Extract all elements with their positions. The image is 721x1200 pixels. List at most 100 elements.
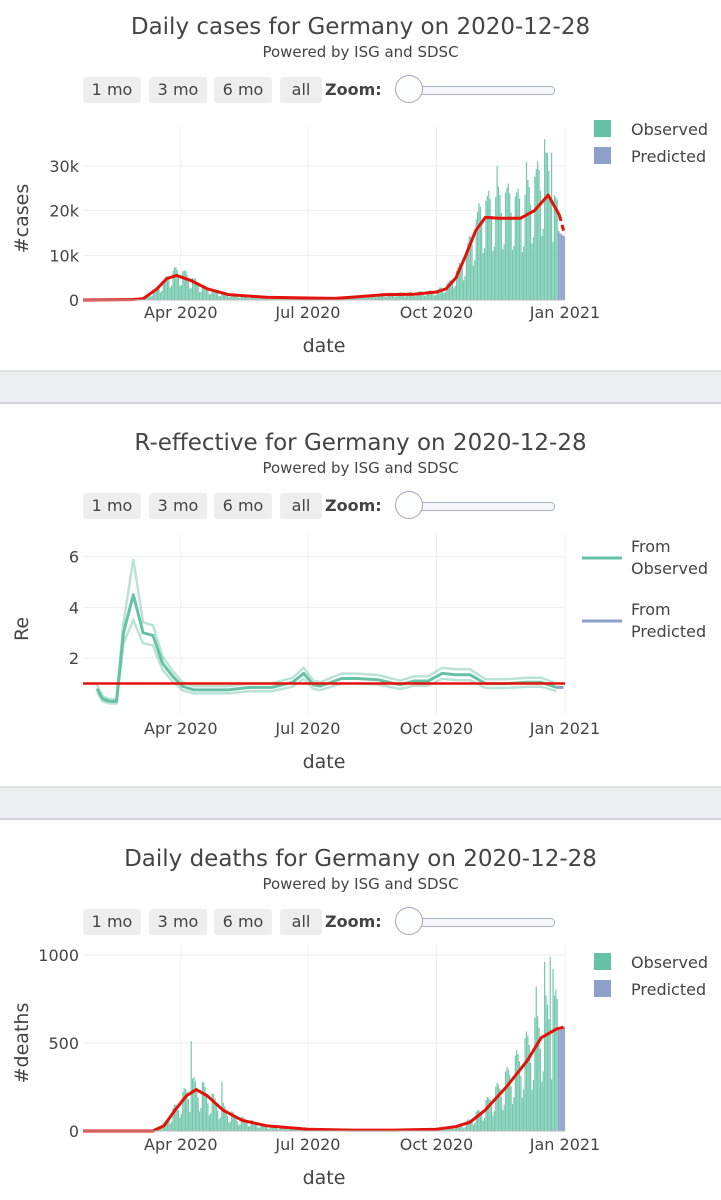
fit-line: [82, 193, 561, 302]
zoom-slider-handle[interactable]: [395, 75, 423, 103]
observed-bar: [405, 296, 407, 300]
observed-bar: [289, 1127, 291, 1131]
observed-bar: [511, 1103, 514, 1131]
observed-bar: [380, 293, 382, 300]
observed-bar: [469, 236, 472, 300]
observed-bar: [245, 295, 247, 300]
observed-bar: [161, 1127, 163, 1131]
observed-bar: [517, 1054, 519, 1131]
observed-bar: [433, 295, 435, 300]
range-button-6mo[interactable]: 6 mo: [214, 909, 272, 935]
y-axis-title: Re: [11, 617, 33, 641]
zoom-label: Zoom:: [325, 496, 382, 515]
x-tick-label: Jul 2020: [274, 719, 340, 738]
observed-bar: [197, 1097, 199, 1131]
observed-bar: [542, 1071, 544, 1131]
observed-bar: [250, 296, 252, 300]
cases-panel: Daily cases for Germany on 2020-12-28 Po…: [0, 0, 721, 370]
observed-bar: [467, 243, 469, 300]
observed-bar: [232, 1111, 234, 1131]
observed-bar: [538, 170, 540, 300]
observed-bar: [468, 236, 470, 300]
observed-bar: [296, 1129, 298, 1131]
series-line-observed: [95, 593, 558, 703]
observed-bar: [224, 293, 226, 300]
observed-bar: [235, 295, 237, 300]
observed-bar: [267, 1128, 269, 1131]
zoom-label: Zoom:: [325, 912, 382, 931]
observed-bar: [548, 1019, 550, 1131]
observed-bar: [443, 1129, 445, 1131]
observed-bar: [293, 1128, 296, 1131]
observed-bar: [298, 1129, 300, 1131]
observed-bar: [467, 1119, 469, 1131]
legend-label-predicted: From Predicted: [631, 600, 706, 641]
observed-bar: [451, 1127, 454, 1131]
observed-bar: [418, 291, 420, 300]
range-button-3mo[interactable]: 3 mo: [149, 493, 207, 519]
observed-bar: [201, 285, 203, 300]
zoom-slider-handle[interactable]: [395, 491, 423, 519]
reffective-panel: R-effective for Germany on 2020-12-28 Po…: [0, 404, 721, 786]
observed-bar: [222, 293, 224, 300]
observed-bar: [165, 1120, 167, 1131]
range-button-all[interactable]: all: [280, 493, 322, 519]
observed-bar: [549, 198, 551, 300]
observed-bar: [461, 267, 463, 300]
observed-bar: [497, 1084, 500, 1131]
observed-bar: [240, 1116, 243, 1131]
observed-bar: [151, 295, 153, 300]
observed-bar: [183, 270, 185, 300]
observed-bar: [513, 1097, 515, 1131]
observed-bar: [457, 266, 459, 300]
observed-bar: [278, 1128, 280, 1131]
observed-bar: [270, 297, 272, 300]
observed-bar: [355, 298, 357, 300]
range-button-all[interactable]: all: [280, 909, 322, 935]
observed-bar: [196, 281, 198, 300]
range-button-6mo[interactable]: 6 mo: [214, 77, 272, 103]
observed-bar: [222, 1102, 224, 1131]
observed-bar: [520, 1075, 522, 1131]
observed-bar: [226, 295, 229, 300]
observed-bar: [454, 285, 456, 300]
observed-bar: [194, 278, 196, 300]
observed-bar: [266, 1127, 268, 1131]
range-button-all[interactable]: all: [280, 77, 322, 103]
observed-bar: [198, 292, 201, 300]
observed-bar: [264, 297, 266, 300]
observed-bar: [509, 193, 511, 300]
observed-bar: [172, 1108, 174, 1131]
observed-bar: [551, 152, 553, 300]
observed-bar: [449, 280, 451, 300]
x-tick-label: Apr 2020: [144, 1135, 217, 1154]
observed-bar: [425, 295, 427, 300]
observed-bar: [363, 296, 366, 300]
y-axis-title: #cases: [11, 184, 33, 254]
observed-bar: [178, 1110, 180, 1131]
range-button-1mo[interactable]: 1 mo: [83, 493, 141, 519]
x-tick-label: Jan 2021: [529, 1135, 600, 1154]
range-button-3mo[interactable]: 3 mo: [149, 909, 207, 935]
observed-bar: [215, 290, 217, 300]
observed-bar: [219, 1117, 222, 1131]
range-button-1mo[interactable]: 1 mo: [83, 909, 141, 935]
observed-bar: [214, 289, 216, 300]
observed-bar: [256, 297, 258, 300]
fit-line-predicted: [557, 214, 566, 232]
observed-bar: [544, 962, 546, 1131]
observed-bar: [166, 1119, 169, 1131]
zoom-slider-handle[interactable]: [395, 907, 423, 935]
observed-bar: [393, 294, 395, 300]
observed-bar: [461, 1126, 463, 1131]
range-button-3mo[interactable]: 3 mo: [149, 77, 207, 103]
predicted-bar: [563, 1026, 565, 1131]
observed-bar: [447, 282, 449, 300]
observed-bar: [176, 1105, 178, 1131]
observed-bar: [546, 153, 549, 300]
chart-title: Daily deaths for Germany on 2020-12-28: [124, 846, 597, 872]
range-button-6mo[interactable]: 6 mo: [214, 493, 272, 519]
observed-bar: [407, 292, 409, 300]
range-button-1mo[interactable]: 1 mo: [83, 77, 141, 103]
observed-bar: [288, 1129, 290, 1131]
